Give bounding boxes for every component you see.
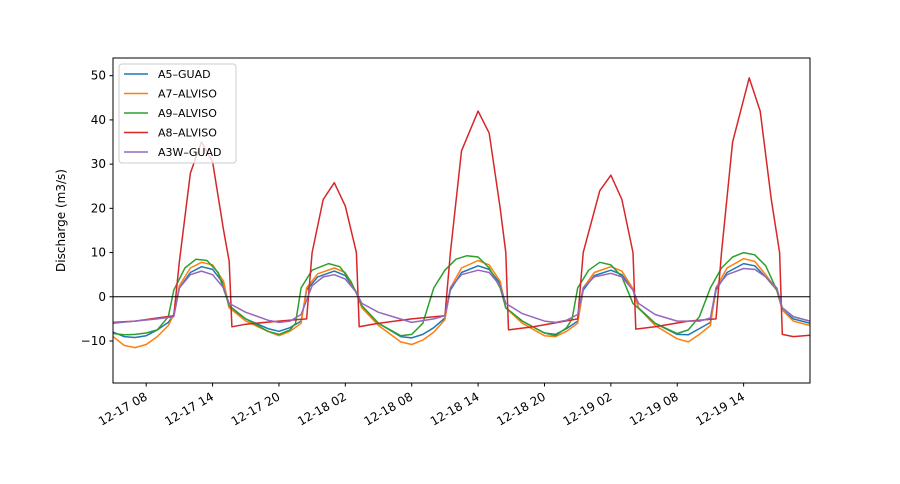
series-line-3: [113, 77, 810, 338]
y-axis-label: Discharge (m3/s): [54, 169, 68, 272]
y-tick-label: 30: [91, 157, 106, 171]
legend-box: [118, 63, 237, 164]
legend-label: A8–ALVISO: [158, 127, 217, 140]
legend-label: A5–GUAD: [158, 68, 211, 81]
y-tick-label: 20: [91, 201, 106, 215]
legend-label: A3W–GUAD: [158, 146, 221, 159]
legend-label: A7–ALVISO: [158, 88, 217, 101]
series-layer: [113, 77, 810, 349]
y-tick-label: 40: [91, 113, 106, 127]
y-tick-label: 10: [91, 246, 106, 260]
y-tick-label: 50: [91, 69, 106, 83]
y-axis: −10 0 10 20 30 40 50: [81, 69, 113, 348]
series-line-4: [113, 267, 810, 325]
y-tick-label: −10: [81, 334, 106, 348]
y-tick-label: 0: [98, 290, 106, 304]
legend: A5–GUAD A7–ALVISO A9–ALVISO A8–ALVISO A3W–GU…: [118, 63, 237, 164]
plot-frame: [112, 57, 811, 384]
series-line-2: [113, 251, 810, 337]
legend-label: A9–ALVISO: [158, 107, 217, 120]
